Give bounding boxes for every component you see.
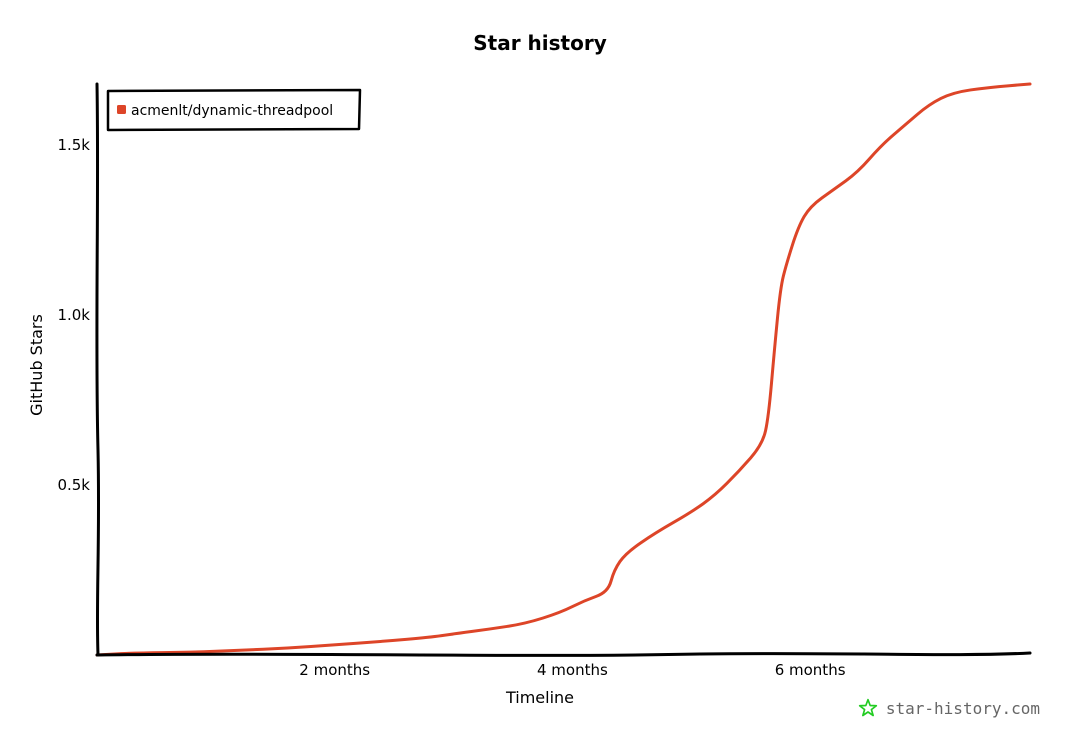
y-axis-label: GitHub Stars — [27, 314, 46, 416]
watermark: star-history.com — [858, 698, 1040, 718]
y-tick-label: 0.5k — [57, 476, 90, 494]
x-tick-label: 2 months — [299, 661, 370, 679]
series-layer — [95, 82, 1032, 657]
legend: acmenlt/dynamic-threadpool — [106, 88, 362, 132]
x-tick-label: 4 months — [537, 661, 608, 679]
x-axis-label: Timeline — [505, 688, 574, 707]
x-tick-label: 6 months — [775, 661, 846, 679]
y-axis-line — [95, 82, 101, 657]
legend-swatch — [117, 105, 126, 114]
series-line — [95, 82, 1032, 657]
watermark-text: star-history.com — [885, 698, 1040, 718]
legend-box — [106, 88, 362, 132]
axis-ticks: 2 months 4 months 6 months 0.5k 1.0k 1.5k — [57, 136, 845, 679]
star-icon — [858, 698, 878, 717]
x-axis-line — [95, 651, 1032, 657]
chart-title: Star history — [473, 31, 607, 55]
y-tick-label: 1.5k — [57, 136, 90, 154]
legend-label: acmenlt/dynamic-threadpool — [131, 103, 333, 119]
y-tick-label: 1.0k — [57, 306, 90, 324]
